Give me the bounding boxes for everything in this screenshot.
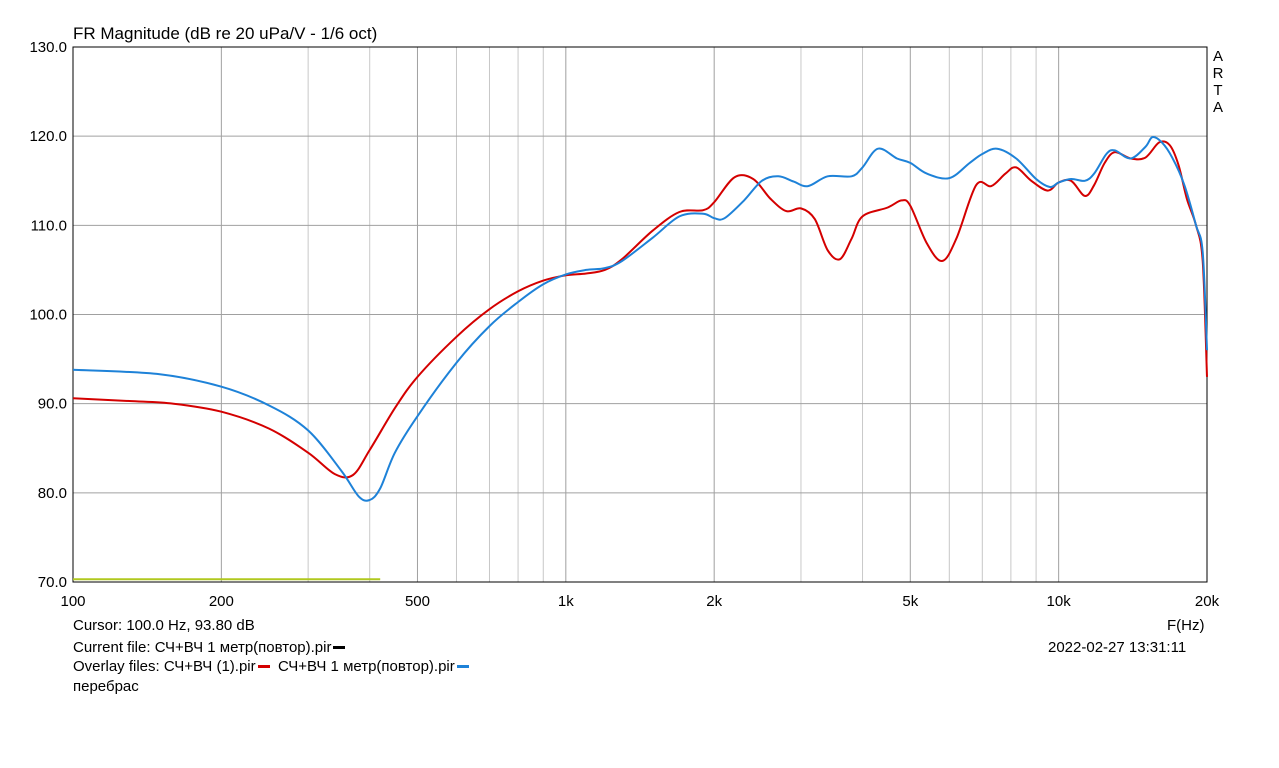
y-tick-label: 130.0 [29, 39, 67, 56]
overlay-file-2-swatch [456, 664, 469, 668]
x-axis-label: F(Hz) [1167, 617, 1205, 634]
overlay-file-1: СЧ+ВЧ (1).pir [163, 658, 256, 675]
plot-frame [72, 46, 1208, 583]
x-tick-label: 2k [706, 593, 722, 610]
x-tick-label: 200 [209, 593, 234, 610]
x-tick-label: 500 [405, 593, 430, 610]
vendor-mark-letter: A [1212, 48, 1223, 65]
y-tick-label: 120.0 [29, 128, 67, 145]
datetime: 2022-02-27 13:31:11 [1048, 639, 1187, 656]
grid-major [73, 47, 1207, 582]
x-tick-label: 1k [558, 593, 574, 610]
x-tick-labels: 100 200 500 1k 2k 5k 10k 20k [60, 593, 1219, 610]
x-tick-label: 10k [1047, 593, 1072, 610]
y-tick-label: 110.0 [31, 217, 67, 234]
x-tick-label: 20k [1195, 593, 1220, 610]
overlay-files-line: Overlay files: СЧ+ВЧ (1).pir СЧ+ВЧ 1 мет… [73, 657, 469, 676]
cursor-readout: Cursor: 100.0 Hz, 93.80 dB [73, 617, 255, 634]
chart-title: FR Magnitude (dB re 20 uPa/V - 1/6 oct) [73, 24, 377, 43]
overlay-prefix: Overlay files: [73, 658, 164, 675]
overlay-file-2: СЧ+ВЧ 1 метр(повтор).pir [277, 658, 455, 675]
y-tick-label: 80.0 [38, 485, 67, 502]
vendor-mark-letter: A [1212, 99, 1223, 116]
y-tick-label: 70.0 [38, 574, 67, 591]
current-file-text: Current file: СЧ+ВЧ 1 метр(повтор).pir [73, 639, 332, 656]
vendor-mark-letter: T [1213, 82, 1223, 99]
series-line-2 [72, 135, 1208, 502]
y-tick-label: 100.0 [29, 307, 67, 324]
series-layer [72, 135, 1208, 581]
y-tick-labels: 130.0 120.0 110.0 100.0 90.0 80.0 70.0 [29, 39, 67, 591]
current-file-swatch [333, 645, 346, 649]
x-tick-label: 5k [902, 593, 918, 610]
series-line-1 [72, 140, 1208, 479]
x-tick-label: 100 [60, 593, 85, 610]
vendor-mark-letter: R [1212, 65, 1224, 82]
note-text: перебрас [73, 678, 139, 695]
y-tick-label: 90.0 [38, 396, 67, 413]
current-file-line: Current file: СЧ+ВЧ 1 метр(повтор).pir [73, 638, 346, 657]
overlay-file-1-swatch [257, 664, 270, 668]
